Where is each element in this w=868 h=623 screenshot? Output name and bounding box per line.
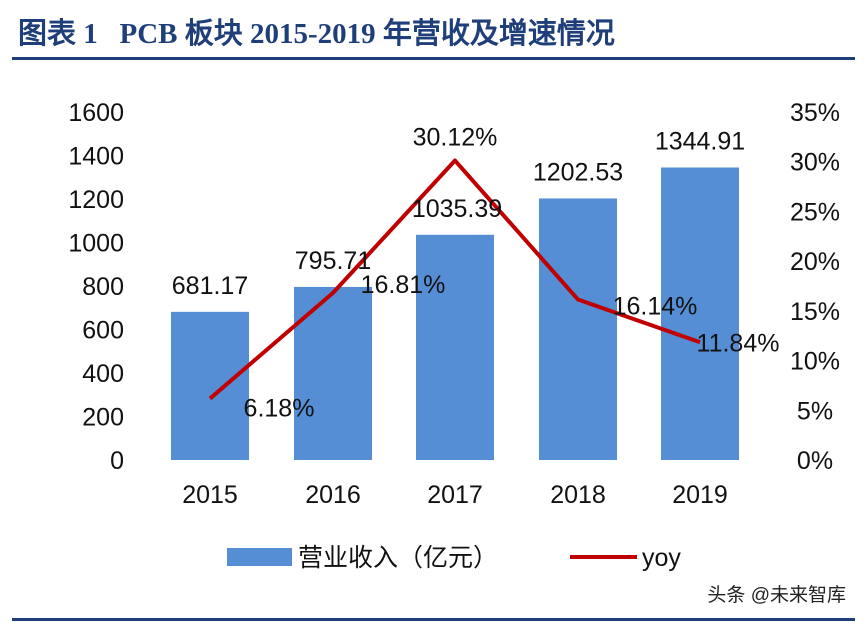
left-axis-tick: 0 xyxy=(110,447,124,475)
bar-data-label: 795.71 xyxy=(295,247,371,275)
right-axis-tick: 30% xyxy=(790,149,840,177)
bar-2016 xyxy=(294,286,372,460)
bar-data-label: 1035.39 xyxy=(412,195,502,223)
x-axis-tick: 2019 xyxy=(672,481,728,509)
bottom-rule xyxy=(12,618,855,621)
watermark: 头条 @未来智库 xyxy=(707,585,846,606)
left-axis-tick: 200 xyxy=(82,404,124,432)
left-axis-tick: 1200 xyxy=(68,186,124,214)
yoy-data-label: 6.18% xyxy=(244,395,315,423)
right-axis-tick: 35% xyxy=(790,99,840,127)
right-axis-tick: 20% xyxy=(790,248,840,276)
figure-title: 图表 1 PCB 板块 2015-2019 年营收及增速情况 xyxy=(18,18,615,50)
bar-2015 xyxy=(171,311,249,460)
x-axis-tick: 2018 xyxy=(550,481,606,509)
top-rule xyxy=(12,57,855,60)
x-axis-tick: 2016 xyxy=(305,481,361,509)
yoy-data-label: 30.12% xyxy=(413,124,498,152)
right-axis-tick: 0% xyxy=(797,447,833,475)
left-axis-tick: 800 xyxy=(82,273,124,301)
right-axis-tick: 10% xyxy=(790,348,840,376)
left-axis-tick: 1400 xyxy=(68,143,124,171)
x-axis-tick: 2015 xyxy=(182,481,238,509)
yoy-data-label: 16.81% xyxy=(361,271,446,299)
left-axis-tick: 400 xyxy=(82,360,124,388)
right-axis-tick: 15% xyxy=(790,298,840,326)
bar-2019 xyxy=(661,167,739,461)
bar-data-label: 1344.91 xyxy=(655,127,745,155)
left-axis-tick: 1600 xyxy=(68,99,124,127)
bar-data-label: 681.17 xyxy=(172,272,248,300)
bar-2018 xyxy=(539,198,617,461)
right-axis-tick: 25% xyxy=(790,198,840,226)
bar-data-label: 1202.53 xyxy=(533,158,623,186)
yoy-data-label: 16.14% xyxy=(613,293,698,321)
legend-label-revenue: 营业收入（亿元） xyxy=(298,544,498,572)
bar-2017 xyxy=(416,234,494,460)
legend-swatch-revenue xyxy=(227,548,292,566)
yoy-data-label: 11.84% xyxy=(697,329,780,357)
yoy-line xyxy=(208,158,701,401)
legend-label-yoy: yoy xyxy=(642,544,681,572)
x-axis-tick: 2017 xyxy=(427,481,483,509)
right-axis-tick: 5% xyxy=(797,397,833,425)
left-axis-tick: 1000 xyxy=(68,230,124,258)
left-axis-tick: 600 xyxy=(82,317,124,345)
